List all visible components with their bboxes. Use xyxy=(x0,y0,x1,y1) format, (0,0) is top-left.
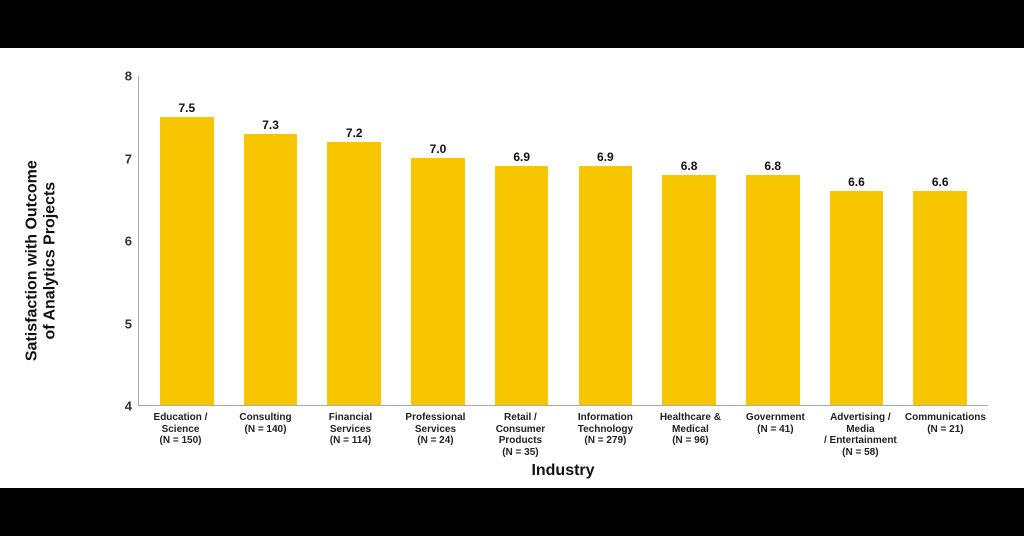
bar-value-label: 6.9 xyxy=(513,150,530,164)
y-axis-ticks: 45678 xyxy=(110,76,138,406)
bar xyxy=(495,166,549,405)
bar xyxy=(244,134,298,405)
y-axis-label-line1: Satisfaction with Outcome xyxy=(24,160,41,361)
y-axis-label: Satisfaction with Outcome of Analytics P… xyxy=(24,111,61,411)
x-category-label-line: (N = 24) xyxy=(417,435,453,446)
x-axis-label: Industry xyxy=(138,462,988,480)
y-tick: 4 xyxy=(125,399,132,414)
x-category-label: Financial Services(N = 114) xyxy=(308,406,393,458)
y-tick: 8 xyxy=(125,69,132,84)
bar xyxy=(411,158,465,405)
x-category-label-line: (N = 41) xyxy=(757,424,793,435)
bar xyxy=(327,142,381,405)
x-category-label-line: Professional Services xyxy=(405,412,465,435)
x-category-label: Retail / ConsumerProducts(N = 35) xyxy=(478,406,563,458)
y-tick: 6 xyxy=(125,234,132,249)
bar xyxy=(160,117,214,405)
y-tick: 5 xyxy=(125,316,132,331)
bar-slot: 7.5 xyxy=(145,76,229,405)
x-category-label-line: Consulting xyxy=(239,412,291,423)
x-axis-categories: Education / Science(N = 150)Consulting(N… xyxy=(138,406,988,458)
bar xyxy=(579,166,633,405)
bar-value-label: 6.6 xyxy=(932,175,949,189)
bar-slot: 6.8 xyxy=(647,76,731,405)
x-category-label: Government(N = 41) xyxy=(733,406,818,458)
x-category-label-line: Technology xyxy=(578,424,633,435)
bar-value-label: 6.9 xyxy=(597,150,614,164)
x-category-label-line: Communications xyxy=(905,412,986,423)
x-category-label-line: (N = 58) xyxy=(842,447,878,458)
bar xyxy=(830,191,884,405)
bar-slot: 7.2 xyxy=(312,76,396,405)
x-category-label: Advertising / Media/ Entertainment(N = 5… xyxy=(818,406,903,458)
bar-value-label: 6.6 xyxy=(848,175,865,189)
x-category-label-line: Government xyxy=(746,412,805,423)
x-category-label-line: Education / Science xyxy=(154,412,208,435)
bar xyxy=(913,191,967,405)
plot-area: 7.5 7.3 7.2 7.0 6.9 6.9 6.8 6.8 6.6 6.6 xyxy=(138,76,988,406)
x-category-label: InformationTechnology(N = 279) xyxy=(563,406,648,458)
x-category-label-line: (N = 150) xyxy=(160,435,202,446)
x-category-label-line: / Entertainment xyxy=(824,435,897,446)
x-category-label-line: (N = 35) xyxy=(502,447,538,458)
bottom-black-bar xyxy=(0,488,1024,536)
bar-slot: 7.0 xyxy=(396,76,480,405)
bar-slot: 6.9 xyxy=(480,76,564,405)
x-category-label-line: (N = 140) xyxy=(244,424,286,435)
bar-value-label: 7.2 xyxy=(346,126,363,140)
chart-container: Satisfaction with Outcome of Analytics P… xyxy=(0,48,1024,488)
bar-slot: 7.3 xyxy=(229,76,313,405)
bar-value-label: 6.8 xyxy=(764,159,781,173)
x-category-label-line: Medical xyxy=(672,424,709,435)
y-axis-label-line2: of Analytics Projects xyxy=(42,182,59,340)
x-category-label-line: (N = 114) xyxy=(330,435,371,446)
x-category-label-line: (N = 21) xyxy=(927,424,963,435)
y-tick: 7 xyxy=(125,151,132,166)
x-category-label-line: Financial Services xyxy=(329,412,372,435)
bar-value-label: 6.8 xyxy=(681,159,698,173)
x-category-label: Education / Science(N = 150) xyxy=(138,406,223,458)
bar-slot: 6.9 xyxy=(564,76,648,405)
bar-value-label: 7.3 xyxy=(262,118,279,132)
x-category-label: Consulting(N = 140) xyxy=(223,406,308,458)
x-category-label-line: Information xyxy=(578,412,633,423)
x-category-label: Healthcare &Medical(N = 96) xyxy=(648,406,733,458)
bar-slot: 6.6 xyxy=(815,76,899,405)
top-black-bar xyxy=(0,0,1024,48)
x-category-label-line: Healthcare & xyxy=(660,412,721,423)
x-category-label-line: (N = 96) xyxy=(672,435,708,446)
x-category-label: Professional Services(N = 24) xyxy=(393,406,478,458)
bar-value-label: 7.5 xyxy=(179,101,196,115)
bar xyxy=(662,175,716,405)
x-category-label-line: Products xyxy=(499,435,542,446)
x-category-label-line: Retail / Consumer xyxy=(496,412,545,435)
plot-row: 45678 7.57.37.27.06.96.96.86.86.66.6 xyxy=(110,76,988,406)
bar-slot: 6.8 xyxy=(731,76,815,405)
x-category-label: Communications(N = 21) xyxy=(903,406,988,458)
bar-value-label: 7.0 xyxy=(430,142,447,156)
x-category-label-line: (N = 279) xyxy=(584,435,626,446)
x-category-label-line: Advertising / Media xyxy=(830,412,891,435)
bar xyxy=(746,175,800,405)
bar-slot: 6.6 xyxy=(898,76,982,405)
